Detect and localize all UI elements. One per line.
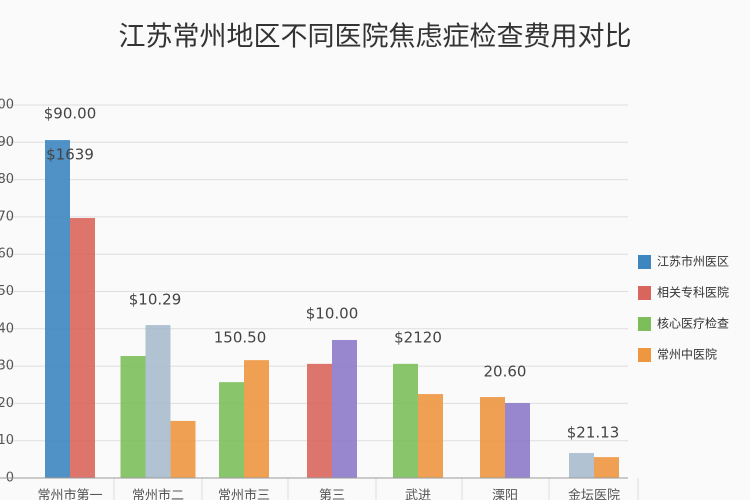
chart-title: 江苏常州地区不同医院焦虑症检查费用对比: [119, 22, 632, 53]
y-tick-label: 70: [0, 209, 14, 224]
y-tick-label: 100: [0, 98, 14, 113]
legend-swatch: [638, 286, 651, 300]
y-tick-label: 50: [0, 284, 14, 299]
bar: [244, 360, 269, 478]
x-tick-label: 常州市第一: [37, 488, 102, 500]
bar: [70, 218, 95, 479]
bar: [332, 339, 357, 478]
legend-label: 相关专科医院: [657, 285, 729, 300]
y-tick-label: 30: [0, 359, 14, 374]
annotation: 150.50: [214, 329, 267, 347]
annotation: $1639: [46, 146, 94, 164]
y-tick-label: 80: [0, 172, 14, 187]
legend-swatch: [638, 348, 651, 362]
bar: [480, 397, 505, 478]
bar: [418, 394, 443, 478]
x-tick-label: 常州市二: [132, 488, 184, 500]
bar: [219, 382, 244, 478]
bar: [569, 453, 594, 478]
x-tick-label: 武进: [405, 489, 431, 500]
bar: [120, 356, 146, 478]
x-tick-label: 常州市三: [218, 488, 270, 500]
legend-label: 常州中医院: [657, 347, 717, 362]
bar: [145, 325, 171, 478]
bar: [505, 403, 530, 478]
annotation: $21.13: [567, 424, 620, 442]
bar: [594, 457, 619, 478]
annotation: 20.60: [484, 363, 527, 381]
y-tick-label: 40: [0, 321, 14, 336]
x-tick-label: 第三: [319, 489, 345, 500]
legend-label: 核心医疗检查: [657, 316, 729, 331]
annotation: $90.00: [44, 105, 97, 123]
bar: [307, 363, 332, 478]
y-tick-label: 10: [0, 433, 14, 448]
annotation: $10.00: [306, 305, 359, 323]
bar: [393, 363, 418, 478]
y-tick-label: 60: [0, 247, 14, 262]
legend-swatch: [638, 317, 651, 331]
y-tick-label: 20: [0, 396, 14, 411]
legend-swatch: [638, 255, 651, 269]
annotation: $2120: [394, 329, 442, 347]
y-tick-label: 90: [0, 135, 14, 150]
bar: [170, 420, 196, 478]
x-tick-label: 溧阳: [492, 489, 518, 500]
legend-label: 江苏市州医区: [657, 254, 729, 269]
annotation: $10.29: [129, 291, 182, 309]
bar: [45, 140, 70, 478]
x-tick-label: 金坛医院: [568, 488, 620, 500]
